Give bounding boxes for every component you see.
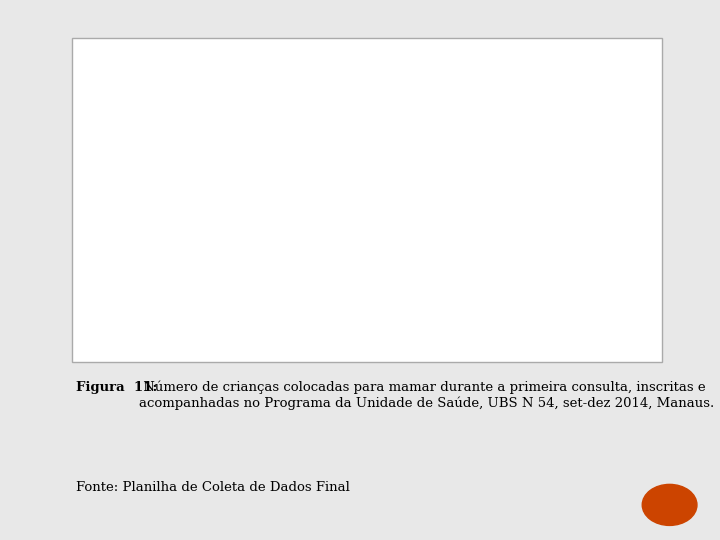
Text: 81,9%: 81,9% [563, 89, 598, 99]
Bar [279, 72, 352, 340]
Text: 92,2%: 92,2% [431, 59, 466, 69]
Text: Fonte: Planilha de Coleta de Dados Final: Fonte: Planilha de Coleta de Dados Final [76, 481, 349, 494]
Bar [544, 102, 617, 340]
Bar [146, 80, 219, 340]
Text: 89,1%: 89,1% [165, 68, 200, 78]
Text: 92,0%: 92,0% [297, 59, 333, 70]
Text: Número de crianças colocadas para mamar durante a primeira consulta, inscritas e: Número de crianças colocadas para mamar … [139, 381, 714, 410]
Bar [411, 71, 485, 340]
Text: Figura  11:: Figura 11: [76, 381, 157, 394]
